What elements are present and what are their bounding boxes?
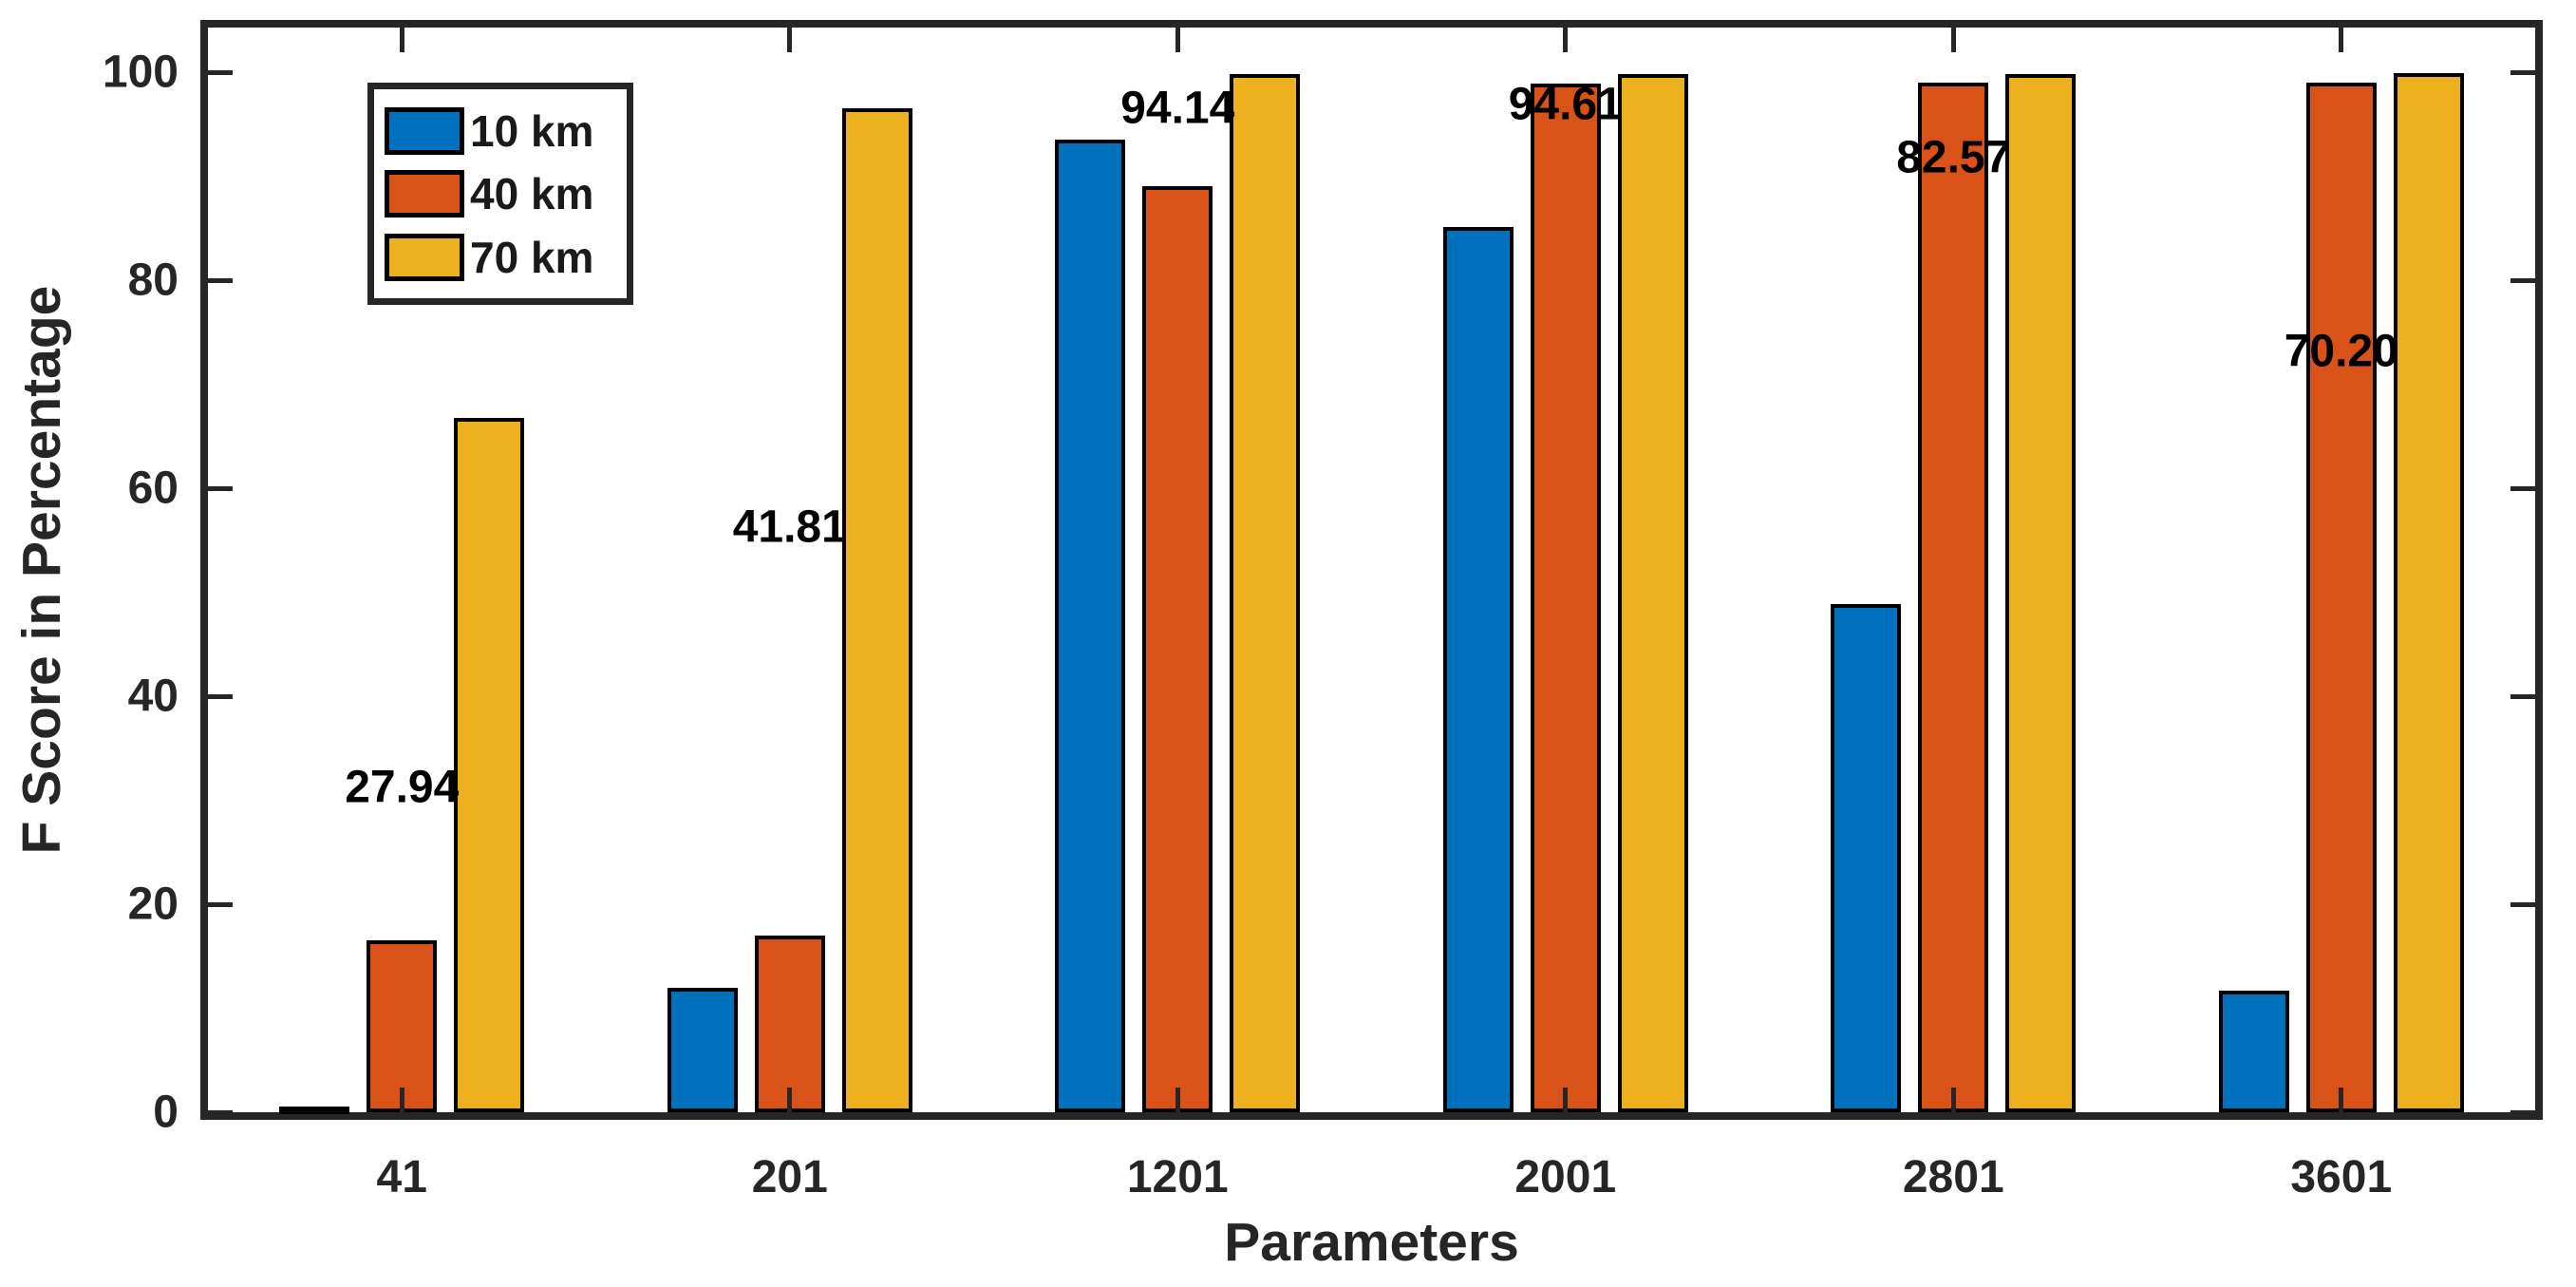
y-tick-label-20: 20 (127, 879, 179, 930)
y-tick-right-40 (2510, 693, 2535, 699)
y-tick-right-60 (2510, 485, 2535, 491)
x-tick-bottom-1201 (1175, 1088, 1180, 1112)
y-tick-right-0 (2510, 1109, 2535, 1115)
bar-70-km-1201 (1230, 73, 1301, 1112)
bar-10-km-3601 (2218, 991, 2289, 1112)
bar-70-km-41 (454, 417, 525, 1112)
value-label-94.14: 94.14 (1120, 83, 1235, 134)
x-tick-label-41: 41 (376, 1152, 427, 1202)
value-label-94.61: 94.61 (1508, 79, 1623, 130)
y-tick-right-20 (2510, 901, 2535, 907)
y-tick-left-80 (208, 277, 233, 283)
value-label-27.94: 27.94 (345, 762, 460, 813)
x-tick-label-2801: 2801 (1902, 1152, 2004, 1202)
y-tick-left-20 (208, 901, 233, 907)
legend-label: 40 km (470, 169, 594, 218)
x-tick-top-2801 (1950, 28, 1956, 52)
legend-item-40-km: 40 km (385, 168, 627, 219)
x-tick-label-3601: 3601 (2290, 1152, 2393, 1202)
y-tick-label-80: 80 (127, 255, 179, 306)
bar-70-km-201 (841, 108, 912, 1112)
bar-70-km-3601 (2393, 73, 2464, 1112)
bar-10-km-1201 (1055, 139, 1126, 1112)
bar-40-km-2801 (1918, 82, 1989, 1112)
x-tick-label-2001: 2001 (1514, 1152, 1617, 1202)
x-tick-bottom-3601 (2339, 1088, 2344, 1112)
y-tick-left-0 (208, 1109, 233, 1115)
legend-item-70-km: 70 km (385, 232, 627, 283)
legend-label: 70 km (470, 232, 594, 282)
bar-70-km-2801 (2005, 73, 2077, 1112)
legend-item-10-km: 10 km (385, 105, 627, 157)
legend-swatch-40-km (385, 170, 464, 218)
legend-label: 10 km (470, 105, 594, 156)
x-tick-bottom-41 (399, 1088, 404, 1112)
x-tick-bottom-2801 (1950, 1088, 1956, 1112)
bar-40-km-201 (754, 936, 825, 1112)
value-label-82.57: 82.57 (1896, 132, 2011, 183)
legend: 10 km 40 km 70 km (367, 83, 633, 305)
value-label-41.81: 41.81 (732, 502, 847, 553)
bar-40-km-41 (367, 940, 438, 1112)
bar-40-km-1201 (1142, 186, 1213, 1112)
bar-40-km-2001 (1530, 84, 1601, 1112)
bar-10-km-2801 (1831, 604, 1902, 1112)
y-tick-left-40 (208, 693, 233, 699)
y-tick-left-100 (208, 69, 233, 75)
x-axis-title: Parameters (1224, 1212, 1519, 1273)
y-tick-right-100 (2510, 69, 2535, 75)
x-tick-top-1201 (1175, 28, 1180, 52)
value-label-70.20: 70.20 (2284, 326, 2398, 377)
x-tick-bottom-201 (787, 1088, 793, 1112)
x-tick-top-3601 (2339, 28, 2344, 52)
legend-swatch-70-km (385, 233, 464, 281)
bar-70-km-2001 (1617, 73, 1688, 1112)
y-tick-label-60: 60 (127, 463, 179, 514)
bar-10-km-2001 (1442, 227, 1514, 1112)
bar-10-km-41 (279, 1107, 350, 1114)
x-tick-top-2001 (1563, 28, 1569, 52)
x-tick-label-1201: 1201 (1126, 1152, 1229, 1202)
y-axis-title: F Score in Percentage (11, 285, 72, 855)
y-tick-label-0: 0 (153, 1087, 179, 1138)
x-tick-top-201 (787, 28, 793, 52)
x-tick-label-201: 201 (751, 1152, 828, 1202)
bar-10-km-201 (667, 988, 738, 1112)
x-tick-bottom-2001 (1563, 1088, 1569, 1112)
y-tick-left-60 (208, 485, 233, 491)
y-tick-right-80 (2510, 277, 2535, 283)
y-tick-label-40: 40 (127, 671, 179, 722)
legend-swatch-10-km (385, 106, 464, 155)
x-tick-top-41 (399, 28, 404, 52)
y-tick-label-100: 100 (102, 47, 179, 98)
bar-40-km-3601 (2305, 82, 2377, 1112)
